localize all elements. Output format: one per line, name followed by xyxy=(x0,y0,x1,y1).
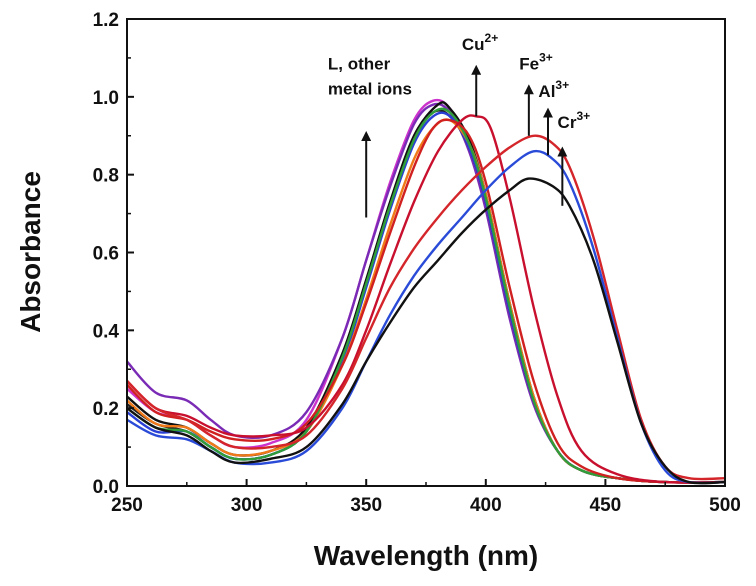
x-axis-title: Wavelength (nm) xyxy=(314,540,539,571)
series-line-fe3 xyxy=(127,134,725,481)
x-axis: 250 300 350 400 450 500 xyxy=(111,479,741,516)
x-tick-label: 500 xyxy=(709,495,741,516)
series-layer xyxy=(127,98,725,485)
series-line-l-metal-ion-green xyxy=(127,107,725,484)
annotation-label-cr: Cr3+ xyxy=(558,109,591,132)
series-line-l-metal-ion-purple xyxy=(127,102,725,484)
y-tick-label: 1.0 xyxy=(93,88,119,109)
y-tick-label: 1.2 xyxy=(93,10,119,31)
series-line-cr3 xyxy=(127,177,725,485)
x-tick-label: 450 xyxy=(590,495,622,516)
y-tick-label: 0.6 xyxy=(93,244,119,265)
x-tick-label: 300 xyxy=(231,495,263,516)
y-tick-label: 0.8 xyxy=(93,166,119,187)
series-line-l-metal-ion-blue xyxy=(127,111,725,484)
series-line-l-metal-ion-black-2 xyxy=(127,109,725,484)
y-tick-label: 0.4 xyxy=(93,321,120,342)
annotation-label-cu: Cu2+ xyxy=(462,31,498,54)
y-tick-label: 0.0 xyxy=(93,477,119,498)
series-line-l-metal-ion-red xyxy=(127,118,725,484)
annotation-label-al: Al3+ xyxy=(538,78,569,101)
plot-frame xyxy=(126,18,726,487)
annotations: L, other metal ions Cu2+ Fe3+ Al3+ Cr3+ xyxy=(328,31,591,218)
y-tick-label: 0.2 xyxy=(93,399,119,420)
y-axis-title: Absorbance xyxy=(15,171,46,333)
x-tick-label: 250 xyxy=(111,495,143,516)
y-axis: 0.0 0.2 0.4 0.6 0.8 1.0 1.2 xyxy=(93,10,134,498)
annotation-label-l-other: L, other xyxy=(328,55,391,74)
x-tick-label: 400 xyxy=(470,495,502,516)
series-line-cu2 xyxy=(127,114,725,484)
annotation-label-fe: Fe3+ xyxy=(519,51,553,74)
annotation-label-l-other: metal ions xyxy=(328,80,412,99)
x-tick-label: 350 xyxy=(350,495,382,516)
